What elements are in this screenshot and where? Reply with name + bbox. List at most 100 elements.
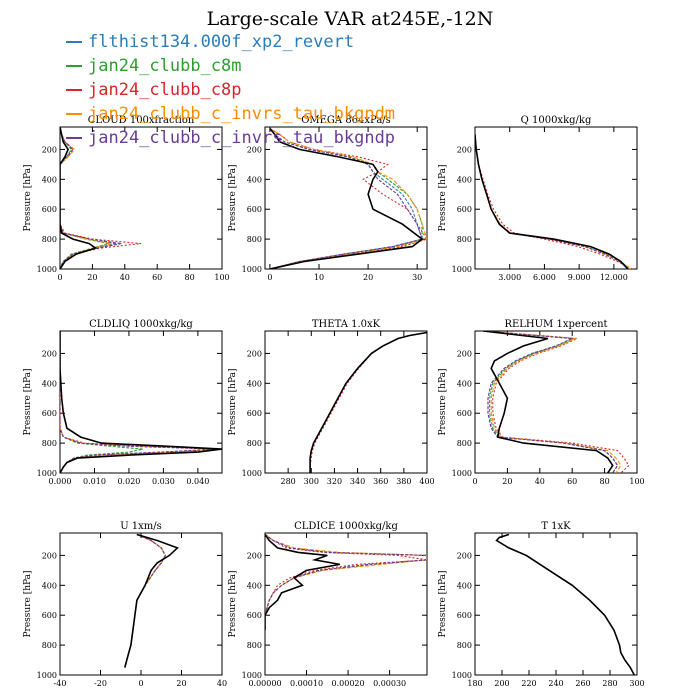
panel8-xtick-label: 0.00010 <box>290 679 323 688</box>
panel2-series-control <box>269 127 424 269</box>
panel5-series-4 <box>309 331 427 473</box>
panel3-ytick-label: 600 <box>457 205 472 214</box>
panel3-series-1 <box>475 134 631 269</box>
panel3-xtick-label: 9.000 <box>568 273 591 282</box>
panel1-ytick-label: 400 <box>42 175 57 184</box>
panel9-ytick-label: 600 <box>457 611 472 620</box>
panel1-title: CLOUD 100xfraction <box>88 115 195 126</box>
legend-item-1: flthist134.000f_xp2_revert <box>66 30 466 54</box>
panel7-ylabel: Pressure [hPa] <box>23 570 33 637</box>
legend: flthist134.000f_xp2_revert jan24_clubb_c… <box>66 30 466 150</box>
panel9-ytick-label: 200 <box>457 551 472 560</box>
panel1-ytick-label: 200 <box>42 145 57 154</box>
panel1-ytick-label: 800 <box>42 235 57 244</box>
panel9-xtick-label: 220 <box>521 679 536 688</box>
panel3-ytick-label: 800 <box>457 235 472 244</box>
panel4-ytick-label: 800 <box>42 439 57 448</box>
panel6-xtick-label: 60 <box>567 477 577 486</box>
panel3-ytick-label: 1000 <box>452 265 472 274</box>
panel7-xtick-label: 40 <box>217 679 227 688</box>
panel5-series-5 <box>309 331 427 473</box>
panel2-xtick-label: 10 <box>314 273 324 282</box>
panel9-xtick-label: 240 <box>548 679 563 688</box>
panel2-ytick-label: 200 <box>247 145 262 154</box>
panel7-series-control <box>124 533 179 668</box>
panel2-frame <box>264 126 428 270</box>
panel3-series-5 <box>475 134 630 269</box>
panel9-frame <box>474 532 638 676</box>
panel7-xtick-label: -40 <box>54 679 67 688</box>
panel6-xtick-label: 20 <box>502 477 512 486</box>
panel2-xtick-label: 30 <box>412 273 422 282</box>
panel6-ytick-label: 600 <box>457 409 472 418</box>
panel5-ytick-label: 400 <box>247 379 262 388</box>
panel2-series-5 <box>269 128 423 269</box>
legend-item-4: jan24_clubb_c_invrs_tau_bkgndm <box>66 102 466 126</box>
panel6-ytick-label: 200 <box>457 349 472 358</box>
panel2-ytick-label: 600 <box>247 205 262 214</box>
legend-swatch-2 <box>66 65 82 67</box>
panel5-series-3 <box>309 331 427 473</box>
panel5-xtick-label: 360 <box>373 477 388 486</box>
panel8-ylabel: Pressure [hPa] <box>228 570 238 637</box>
panel8-xtick-label: 0.00000 <box>248 679 281 688</box>
panel5-xtick-label: 300 <box>304 477 319 486</box>
legend-label-3: jan24_clubb_c8p <box>88 80 242 100</box>
panel8-xtick-label: 0.00020 <box>332 679 365 688</box>
panel4-ytick-label: 600 <box>42 409 57 418</box>
panel5-ytick-label: 1000 <box>242 469 262 478</box>
legend-swatch-3 <box>66 89 82 91</box>
panel7-ytick-label: 400 <box>42 581 57 590</box>
panel4-xtick-label: 0.040 <box>186 477 209 486</box>
panel9-series-1 <box>495 533 635 675</box>
panel9-series-2 <box>495 533 635 675</box>
panel3-ylabel: Pressure [hPa] <box>438 164 448 231</box>
panel4-xtick-label: 0.030 <box>152 477 175 486</box>
panel1-xtick-label: 80 <box>185 273 195 282</box>
panel3-ytick-label: 400 <box>457 175 472 184</box>
panel2-xtick-label: 0 <box>267 273 272 282</box>
panel9-xtick-label: 280 <box>602 679 617 688</box>
panel6-xtick-label: 40 <box>535 477 545 486</box>
panel6-ytick-label: 800 <box>457 439 472 448</box>
panel8-frame <box>264 532 428 676</box>
legend-swatch-1 <box>66 41 82 43</box>
panel5-xtick-label: 400 <box>419 477 434 486</box>
panel1-series-control <box>60 127 98 269</box>
panel9-series-3 <box>495 533 635 675</box>
panel5-xtick-label: 280 <box>281 477 296 486</box>
panel3-series-2 <box>475 134 630 269</box>
panel6-ytick-label: 1000 <box>452 469 472 478</box>
panel4-xtick-label: 0.020 <box>117 477 140 486</box>
panel2-title: OMEGA 864xPa/s <box>301 115 391 126</box>
panel5-ylabel: Pressure [hPa] <box>228 368 238 435</box>
panel6-frame <box>474 330 638 474</box>
panel2-ytick-label: 800 <box>247 235 262 244</box>
panel1-xtick-label: 20 <box>87 273 97 282</box>
panel4-title: CLDLIQ 1000xkg/kg <box>89 319 193 330</box>
panel3-frame <box>474 126 638 270</box>
panel6-series-3 <box>483 331 630 473</box>
panel8-ytick-label: 600 <box>247 611 262 620</box>
panel2-ytick-label: 1000 <box>242 265 262 274</box>
panel4-ytick-label: 400 <box>42 379 57 388</box>
panel1-ytick-label: 1000 <box>37 265 57 274</box>
panel8-ytick-label: 400 <box>247 581 262 590</box>
panel2-ytick-label: 400 <box>247 175 262 184</box>
panel7-ytick-label: 1000 <box>37 671 57 680</box>
panel6-title: RELHUM 1xpercent <box>504 319 607 330</box>
panel1-xtick-label: 100 <box>214 273 229 282</box>
panel8-ytick-label: 200 <box>247 551 262 560</box>
panel5-xtick-label: 380 <box>396 477 411 486</box>
panel8-series-control <box>265 534 340 631</box>
panel9-ylabel: Pressure [hPa] <box>438 570 448 637</box>
panel8-series-5 <box>265 534 427 631</box>
panel4-ylabel: Pressure [hPa] <box>23 368 33 435</box>
legend-item-3: jan24_clubb_c8p <box>66 78 466 102</box>
panel7-title: U 1xm/s <box>120 521 162 532</box>
panel3-xtick-label: 12.000 <box>600 273 628 282</box>
legend-item-2: jan24_clubb_c8m <box>66 54 466 78</box>
panel1-xtick-label: 0 <box>57 273 62 282</box>
panel3-title: Q 1000xkg/kg <box>521 115 592 126</box>
